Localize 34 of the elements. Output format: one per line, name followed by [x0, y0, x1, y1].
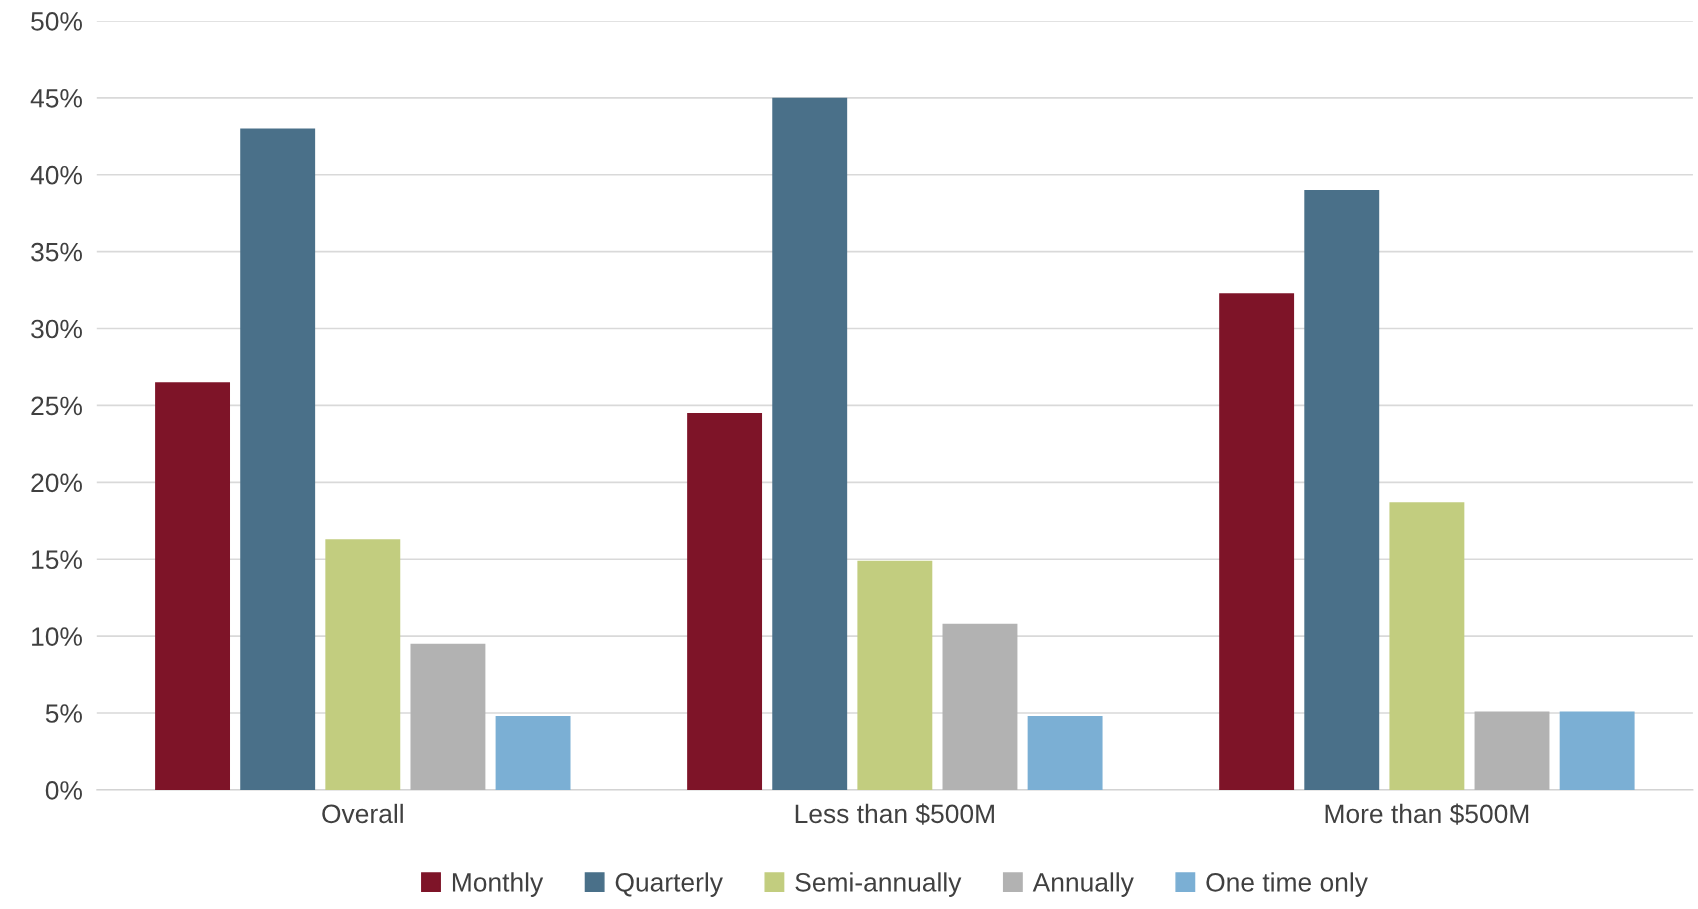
bar — [155, 382, 231, 790]
y-tick-label: 5% — [45, 704, 82, 723]
y-tick-label: 10% — [32, 627, 82, 646]
bar — [1027, 716, 1103, 790]
legend-label: Monthly — [452, 872, 544, 897]
bar — [495, 716, 571, 790]
x-tick-label: Less than $500M — [795, 803, 994, 825]
bar — [687, 413, 763, 790]
y-tick-label: 20% — [31, 473, 82, 493]
bar — [942, 623, 1018, 790]
y-tick-label: 15% — [32, 550, 82, 570]
x-tick-label: More than $500M — [1325, 803, 1529, 825]
x-tick-label: Overall — [322, 803, 403, 824]
bar — [240, 128, 316, 790]
bar — [1304, 190, 1380, 790]
y-tick-label: 30% — [31, 319, 82, 339]
legend-label: Semi-annually — [795, 872, 962, 897]
y-tick-label: 25% — [31, 396, 82, 416]
legend-label: One time only — [1206, 872, 1368, 897]
bar — [857, 560, 933, 790]
bar — [1559, 711, 1635, 790]
y-tick-label: 35% — [31, 242, 82, 262]
y-tick-label: 40% — [30, 165, 82, 185]
bar — [1219, 293, 1295, 790]
y-tick-label: 0% — [45, 781, 82, 800]
bar — [325, 539, 401, 790]
bar — [1389, 502, 1465, 790]
bar — [1474, 711, 1550, 790]
y-tick-label: 45% — [30, 89, 82, 108]
legend-label: Annually — [1032, 872, 1134, 897]
legend-label: Quarterly — [615, 872, 723, 897]
bar — [772, 97, 848, 790]
y-tick-label: 50% — [31, 12, 82, 31]
bar — [410, 643, 486, 790]
